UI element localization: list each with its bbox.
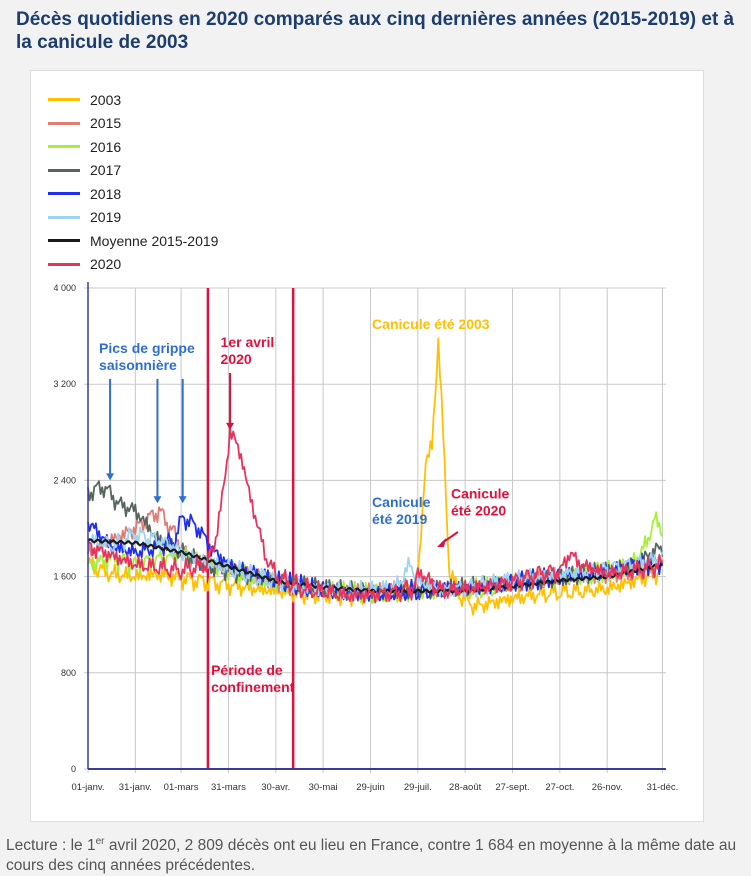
legend-label: Moyenne 2015-2019 — [90, 232, 219, 249]
x-tick-label: 29-juin — [356, 782, 385, 793]
note-sup: er — [95, 836, 105, 847]
x-tick-label: 30-avr. — [261, 782, 290, 793]
series-line-2020 — [87, 427, 664, 604]
y-tick-label: 3 200 — [53, 379, 76, 389]
series-line-moyenne-2015-2019 — [87, 538, 664, 594]
arrow-head-icon — [106, 473, 115, 481]
x-tick-label: 31-mars — [211, 782, 246, 793]
legend-swatch — [48, 192, 80, 196]
arrow-head-icon — [178, 496, 187, 504]
y-tick-label: 1 600 — [53, 572, 76, 582]
x-tick-label: 28-août — [449, 782, 482, 793]
note-prefix: Lecture : le 1 — [6, 837, 96, 855]
legend-item: 2003 — [48, 88, 218, 112]
legend-item: 2020 — [48, 253, 218, 277]
legend-label: 2016 — [90, 138, 122, 155]
x-tick-label: 29-juil. — [404, 782, 432, 793]
x-tick-label: 01-mars — [164, 782, 199, 793]
legend-swatch — [48, 121, 80, 125]
x-tick-label: 01-janv. — [71, 782, 104, 793]
legend-item: Moyenne 2015-2019 — [48, 229, 218, 253]
legend-label: 2019 — [90, 209, 122, 226]
chart-title: Décès quotidiens en 2020 comparés aux ci… — [16, 9, 735, 53]
legend-label: 2018 — [90, 185, 122, 202]
x-tick-label: 31-janv. — [119, 782, 152, 793]
annotation-label: Canicule — [451, 485, 510, 501]
legend-label: 2017 — [90, 162, 122, 179]
legend-label: 2020 — [90, 256, 122, 273]
arrow-head-icon — [226, 422, 235, 430]
legend-label: 2003 — [90, 91, 122, 108]
y-tick-label: 0 — [71, 764, 76, 774]
annotation-label: été 2020 — [451, 502, 506, 518]
legend-swatch — [48, 262, 80, 266]
x-tick-label: 26-nov. — [592, 782, 623, 793]
annotation-label: Canicule — [372, 494, 431, 510]
legend-swatch — [48, 98, 80, 102]
legend-item: 2018 — [48, 182, 218, 206]
y-tick-label: 4 000 — [53, 283, 76, 293]
y-tick-label: 800 — [61, 668, 76, 678]
reading-note: Lecture : le 1er avril 2020, 2 809 décès… — [6, 832, 746, 876]
legend-swatch — [48, 168, 80, 172]
legend: 2003 2015 2016 2017 2018 2019 Moyenne 2015-201… — [48, 88, 218, 276]
legend-item: 2015 — [48, 112, 218, 136]
annotation-label: 2020 — [221, 351, 252, 367]
annotation-label: confinement — [211, 679, 295, 695]
y-tick-label: 2 400 — [53, 475, 76, 485]
annotation-label: Canicule été 2003 — [372, 316, 490, 332]
x-tick-label: 27-sept. — [495, 782, 529, 793]
arrow-head-icon — [437, 538, 446, 547]
note-suffix: avril 2020, 2 809 décès ont eu lieu en F… — [6, 837, 737, 875]
x-tick-label: 27-oct. — [545, 782, 574, 793]
chart-panel — [30, 70, 704, 822]
legend-item: 2017 — [48, 159, 218, 183]
annotation-label: 1er avril — [221, 334, 275, 350]
annotation-label: Période de — [211, 662, 283, 678]
legend-swatch — [48, 145, 80, 149]
legend-swatch — [48, 239, 80, 243]
legend-swatch — [48, 215, 80, 219]
annotation-label: saisonnière — [99, 357, 177, 373]
legend-item: 2016 — [48, 135, 218, 159]
legend-item: 2019 — [48, 206, 218, 230]
arrow-head-icon — [153, 496, 162, 504]
x-tick-label: 31-déc. — [647, 782, 679, 793]
x-tick-label: 30-mai — [309, 782, 338, 793]
legend-label: 2015 — [90, 115, 122, 132]
annotation-label: été 2019 — [372, 511, 427, 527]
annotation-label: Pics de grippe — [99, 340, 195, 356]
